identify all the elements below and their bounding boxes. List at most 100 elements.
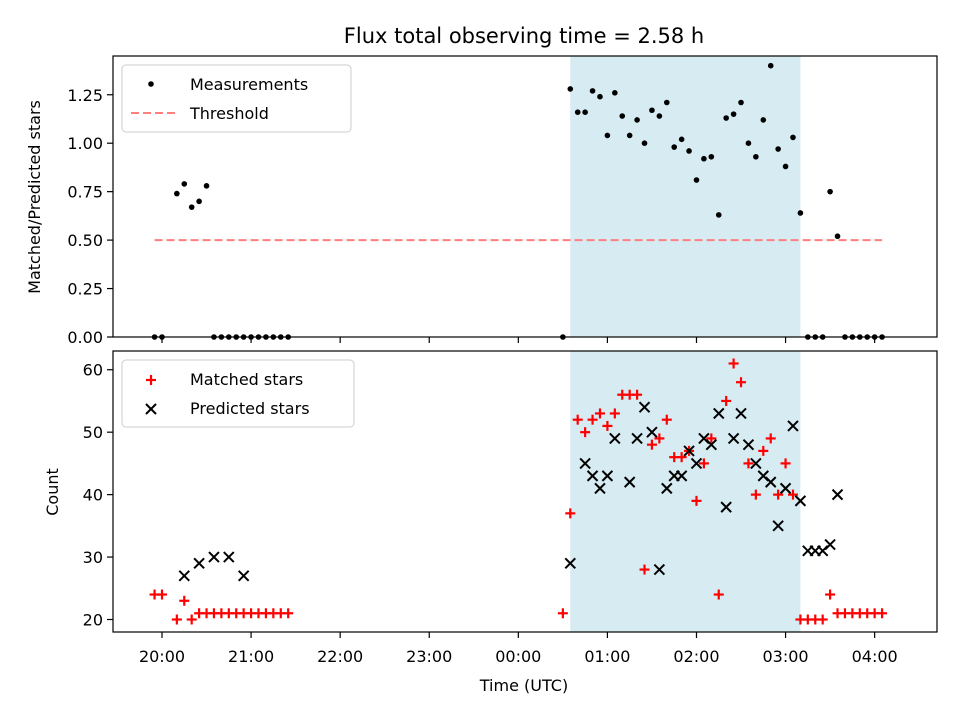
matched-star-point	[721, 395, 732, 406]
matched-star-point	[773, 489, 784, 500]
predicted-star-point	[831, 488, 844, 501]
measurement-point	[782, 163, 789, 170]
measurement-point	[582, 109, 588, 115]
matched-star-point	[698, 458, 709, 469]
predicted-star-point	[690, 457, 703, 470]
matched-star-point	[609, 408, 620, 419]
predicted-star-point	[735, 407, 747, 420]
matched-star-point	[817, 614, 828, 625]
top-y-tick-label: 1.00	[67, 134, 103, 153]
measurement-point	[767, 62, 774, 69]
top-axes-frame	[112, 55, 938, 338]
predicted-star-point	[223, 551, 235, 563]
measurement-point	[693, 177, 700, 183]
bottom-legend: Matched stars Predicted stars	[121, 359, 355, 428]
predicted-star-point	[765, 476, 777, 488]
bottom-y-tick-label: 50	[83, 423, 103, 442]
predicted-star-point	[208, 551, 220, 563]
top-y-tick-label: 0.75	[67, 183, 103, 202]
measurement-point	[641, 140, 648, 147]
bottom-y-axis: 20 30 40 50 60	[83, 361, 113, 630]
legend-threshold-label: Threshold	[189, 104, 269, 123]
predicted-star-point	[720, 501, 732, 513]
bottom-y-tick-label: 30	[83, 548, 103, 567]
measurement-point	[619, 113, 626, 119]
legend-measurements-marker	[148, 81, 154, 87]
measurement-point	[597, 93, 603, 100]
matched-star-point	[728, 358, 739, 369]
bottom-x-axis-label: Time (UTC)	[479, 676, 568, 695]
measurement-point	[753, 153, 759, 160]
matched-star-point	[758, 445, 769, 456]
predicted-star-point	[586, 470, 599, 482]
measurement-point	[827, 188, 833, 195]
matched-star-point	[639, 564, 650, 575]
bottom-y-tick-label: 40	[83, 486, 103, 505]
predicted-stars-points	[178, 401, 844, 582]
measurement-point	[686, 148, 692, 154]
legend-predicted-label: Predicted stars	[190, 399, 310, 418]
bottom-x-tick-label: 01:00	[584, 647, 630, 666]
measurement-point	[708, 153, 715, 160]
matched-star-point	[765, 433, 776, 444]
bottom-y-tick-label: 60	[83, 361, 103, 380]
bottom-x-tick-label: 21:00	[228, 647, 274, 666]
predicted-star-point	[564, 557, 576, 570]
matched-star-point	[565, 508, 576, 519]
legend-matched-marker	[146, 375, 156, 385]
measurement-point	[723, 115, 729, 121]
top-legend: Measurements Threshold	[121, 64, 352, 133]
measurement-point	[790, 134, 796, 141]
matched-star-point	[594, 408, 605, 419]
predicted-star-point	[579, 457, 591, 470]
predicted-star-point	[824, 538, 836, 551]
matched-star-point	[787, 489, 798, 500]
measurement-point	[626, 132, 633, 139]
measurement-point	[181, 181, 188, 187]
top-panel: 0.00 0.25 0.50 0.75 1.00 1.25 Matched/Predict…	[25, 55, 938, 347]
matched-star-point	[825, 589, 836, 600]
measurement-point	[188, 204, 195, 210]
measurement-point	[671, 144, 678, 150]
legend-predicted-marker	[145, 403, 157, 415]
predicted-star-point	[653, 563, 666, 576]
measurement-point	[604, 132, 611, 139]
top-y-axis-label: Matched/Predicted stars	[25, 100, 44, 294]
measurement-point	[663, 99, 670, 106]
bottom-x-tick-label: 23:00	[406, 647, 452, 666]
bottom-legend-box	[121, 359, 355, 428]
matched-star-point	[750, 489, 761, 500]
predicted-star-point	[661, 482, 673, 495]
bottom-x-tick-label: 03:00	[763, 647, 809, 666]
predicted-star-point	[193, 557, 205, 570]
matched-star-point	[877, 608, 888, 619]
bottom-x-tick-label: 04:00	[852, 647, 898, 666]
matched-star-point	[654, 433, 665, 444]
measurement-point	[715, 212, 722, 218]
matched-star-point	[572, 414, 583, 425]
measurement-point	[738, 99, 744, 106]
measurement-point	[656, 113, 663, 119]
measurement-point	[567, 86, 574, 92]
bottom-x-tick-label: 00:00	[495, 647, 541, 666]
predicted-star-point	[683, 445, 695, 457]
predicted-star-point	[779, 482, 792, 495]
measurement-point	[797, 210, 804, 216]
bottom-x-axis: 20:00 21:00 22:00 23:00 00:00 01:00 02:00 03:00…	[139, 632, 898, 666]
legend-measurements-label: Measurements	[190, 75, 308, 94]
matched-star-point	[661, 414, 672, 425]
matched-star-point	[780, 458, 791, 469]
matched-star-point	[713, 589, 724, 600]
measurement-point	[612, 90, 618, 96]
measurement-point	[745, 140, 752, 147]
predicted-star-point	[646, 426, 658, 438]
predicted-star-point	[675, 470, 688, 482]
measurement-point	[760, 117, 767, 123]
legend-matched-label: Matched stars	[190, 370, 303, 389]
matched-star-point	[743, 458, 754, 469]
predicted-star-point	[178, 570, 190, 582]
predicted-star-point	[713, 407, 725, 420]
measurement-point	[834, 233, 841, 240]
matched-star-point	[646, 439, 657, 450]
